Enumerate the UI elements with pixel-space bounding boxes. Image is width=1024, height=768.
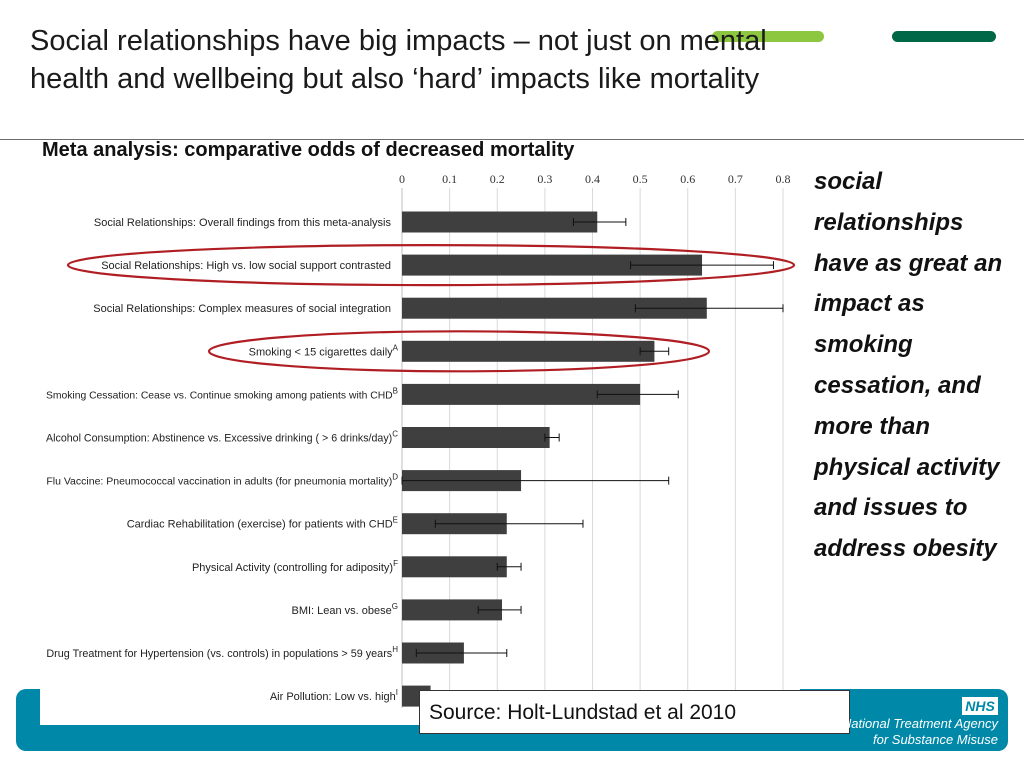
x-tick-label: 0.7 (728, 172, 743, 186)
bar (402, 599, 503, 621)
green-accent-bar-light (712, 31, 824, 42)
category-label-text: Social Relationships: Complex measures o… (93, 303, 391, 315)
slide-title-line-2: health and wellbeing but also ‘hard’ imp… (30, 63, 760, 95)
category-label-superscript: A (393, 343, 399, 352)
chart-title: Meta analysis: comparative odds of decre… (42, 139, 575, 161)
category-label-text: BMI: Lean vs. obese (291, 605, 391, 617)
category-label: Social Relationships: Overall findings f… (94, 217, 392, 229)
category-label: Social Relationships: Complex measures o… (93, 303, 391, 315)
bar (402, 254, 703, 276)
org-name-line-1: National Treatment Agency (841, 716, 998, 731)
x-tick-label: 0.2 (490, 172, 505, 186)
category-label-text: Cardiac Rehabilitation (exercise) for pa… (127, 519, 393, 531)
category-label-superscript: H (392, 645, 398, 654)
bar (402, 556, 507, 578)
category-label: Smoking < 15 cigarettes dailyA (249, 343, 399, 358)
x-tick-label: 0.1 (442, 172, 457, 186)
category-label-superscript: E (393, 516, 398, 525)
category-label: Smoking Cessation: Cease vs. Continue sm… (46, 386, 398, 401)
x-tick-label: 0.6 (680, 172, 695, 186)
x-tick-label: 0.8 (776, 172, 791, 186)
category-label-text: Smoking Cessation: Cease vs. Continue sm… (46, 390, 393, 401)
category-label-text: Social Relationships: Overall findings f… (94, 217, 392, 229)
category-label-text: Alcohol Consumption: Abstinence vs. Exce… (46, 433, 392, 445)
category-label: Cardiac Rehabilitation (exercise) for pa… (127, 516, 398, 531)
category-label: Alcohol Consumption: Abstinence vs. Exce… (46, 430, 398, 445)
nhs-logo: NHS (962, 697, 998, 715)
title-divider (0, 139, 1024, 140)
category-label-superscript: D (392, 473, 398, 482)
x-tick-label: 0.5 (633, 172, 648, 186)
highlight-ellipse (207, 330, 711, 373)
category-label-superscript: I (396, 688, 398, 697)
category-label-superscript: B (393, 386, 398, 395)
category-label-text: Flu Vaccine: Pneumococcal vaccination in… (46, 476, 392, 488)
category-label-text: Drug Treatment for Hypertension (vs. con… (46, 648, 392, 660)
category-label-superscript: G (392, 602, 398, 611)
chart-bars (401, 211, 784, 707)
bar (402, 427, 550, 448)
category-label-superscript: F (393, 559, 398, 568)
x-tick-label: 0.3 (537, 172, 552, 186)
category-label: Drug Treatment for Hypertension (vs. con… (46, 645, 398, 660)
slide-title: Social relationships have big impacts – … (30, 22, 930, 98)
bar (402, 211, 598, 233)
category-label-text: Air Pollution: Low vs. high (270, 691, 396, 703)
org-name-line-2: for Substance Misuse (872, 732, 998, 747)
chart-highlight-ellipses (66, 244, 796, 373)
highlight-ellipse (66, 244, 796, 287)
chart-category-labels: Social Relationships: Overall findings f… (46, 217, 399, 703)
source-citation: Source: Holt-Lundstad et al 2010 (419, 690, 850, 734)
x-tick-label: 0.4 (585, 172, 600, 186)
bar (402, 297, 707, 319)
category-label: Social Relationships: High vs. low socia… (101, 260, 391, 272)
bar (402, 383, 641, 405)
bar (402, 340, 655, 362)
category-label: Flu Vaccine: Pneumococcal vaccination in… (46, 473, 398, 488)
category-label-superscript: C (392, 430, 398, 439)
category-label-text: Physical Activity (controlling for adipo… (192, 562, 393, 574)
x-tick-label: 0 (399, 172, 405, 186)
green-accent-bar-dark (892, 31, 996, 42)
category-label: Air Pollution: Low vs. highI (270, 688, 398, 703)
category-label: Physical Activity (controlling for adipo… (192, 559, 398, 574)
category-label-text: Smoking < 15 cigarettes daily (249, 346, 393, 358)
callout-text: social relationships have as great an im… (814, 168, 1003, 563)
category-label: BMI: Lean vs. obeseG (291, 602, 398, 617)
category-label-text: Social Relationships: High vs. low socia… (101, 260, 391, 272)
slide-title-line-1: Social relationships have big impacts – … (30, 25, 767, 57)
chart-x-tick-labels: 0 0.1 0.2 0.3 0.4 0.5 0.6 0.7 0.8 (399, 172, 791, 186)
